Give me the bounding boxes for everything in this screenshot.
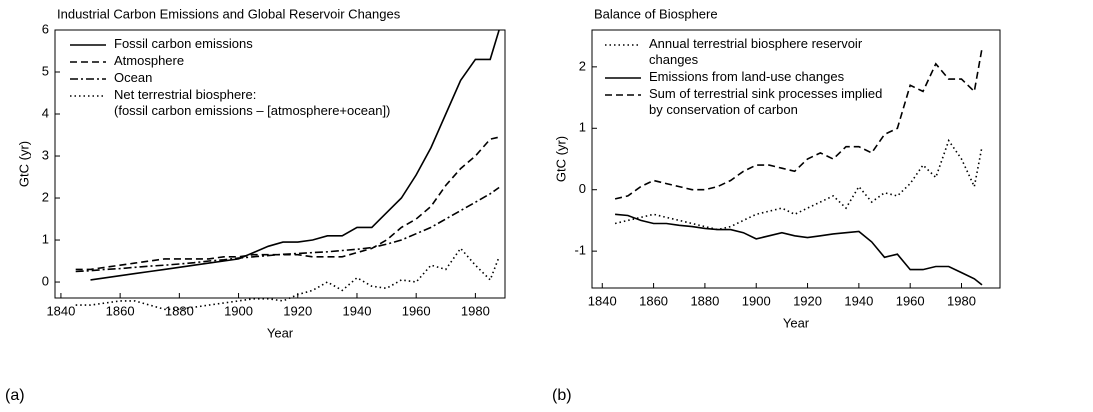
x-tick-label: 1960 (402, 303, 431, 318)
y-tick-label: 4 (42, 105, 49, 120)
series-line (615, 213, 983, 286)
legend-line: Emissions from land-use changes (649, 69, 845, 84)
x-tick-label: 1840 (46, 303, 75, 318)
y-tick-label: 6 (42, 21, 49, 36)
plot-frame (591, 29, 1001, 289)
plot-frame (54, 29, 506, 299)
series-line (614, 138, 983, 231)
x-tick-label: 1920 (793, 293, 822, 308)
y-tick-label: 1 (579, 120, 586, 135)
x-tick-label: 1940 (343, 303, 372, 318)
legend-line: changes (649, 52, 699, 67)
y-axis-label: GtC (yr) (553, 136, 568, 182)
legend-line: Annual terrestrial biosphere reservoir (649, 36, 863, 51)
series-line (75, 186, 500, 273)
y-tick-label: 0 (42, 273, 49, 288)
legend-line: Ocean (114, 70, 152, 85)
y-tick-label: 1 (42, 231, 49, 246)
series-line (75, 136, 500, 271)
chart-title: Balance of Biosphere (594, 6, 718, 21)
legend-label: Emissions from land-use changes (649, 69, 845, 84)
legend-line: Fossil carbon emissions (114, 36, 253, 51)
series-line (90, 29, 500, 281)
chart-title: Industrial Carbon Emissions and Global R… (57, 6, 401, 21)
legend-label: Net terrestrial biosphere: (fossil carbon… (114, 87, 390, 118)
x-tick-label: 1940 (844, 293, 873, 308)
panel-label: (b) (552, 387, 572, 404)
legend-line: Sum of terrestrial sink processes implie… (649, 86, 882, 101)
legend-label: Annual terrestrial biosphere reservoir ch… (649, 36, 863, 67)
y-tick-label: -1 (574, 243, 586, 258)
x-axis-label: Year (783, 315, 810, 330)
legend-label: Fossil carbon emissions (114, 36, 253, 51)
legend-label: Ocean (114, 70, 152, 85)
series-line (614, 48, 983, 200)
x-tick-label: 1900 (742, 293, 771, 308)
legend-line: (fossil carbon emissions – [atmosphere+o… (114, 103, 390, 118)
x-tick-label: 1960 (896, 293, 925, 308)
y-tick-label: 2 (579, 58, 586, 73)
x-tick-label: 1860 (639, 293, 668, 308)
x-axis-label: Year (267, 325, 294, 340)
x-tick-label: 1980 (947, 293, 976, 308)
x-tick-label: 1880 (690, 293, 719, 308)
y-tick-label: 3 (42, 147, 49, 162)
legend-label: Atmosphere (114, 53, 184, 68)
legend-line: Atmosphere (114, 53, 184, 68)
legend-line: Net terrestrial biosphere: (114, 87, 256, 102)
y-tick-label: 2 (42, 189, 49, 204)
x-tick-label: 1880 (165, 303, 194, 318)
x-tick-label: 1900 (224, 303, 253, 318)
x-tick-label: 1980 (461, 303, 490, 318)
legend-line: by conservation of carbon (649, 102, 798, 117)
y-axis-label: GtC (yr) (16, 141, 31, 187)
y-tick-label: 0 (579, 181, 586, 196)
series-line (75, 247, 500, 311)
y-tick-label: 5 (42, 63, 49, 78)
panel-label: (a) (5, 387, 25, 404)
legend-label: Sum of terrestrial sink processes implie… (649, 86, 882, 117)
x-tick-label: 1920 (283, 303, 312, 318)
x-tick-label: 1860 (106, 303, 135, 318)
x-tick-label: 1840 (588, 293, 617, 308)
